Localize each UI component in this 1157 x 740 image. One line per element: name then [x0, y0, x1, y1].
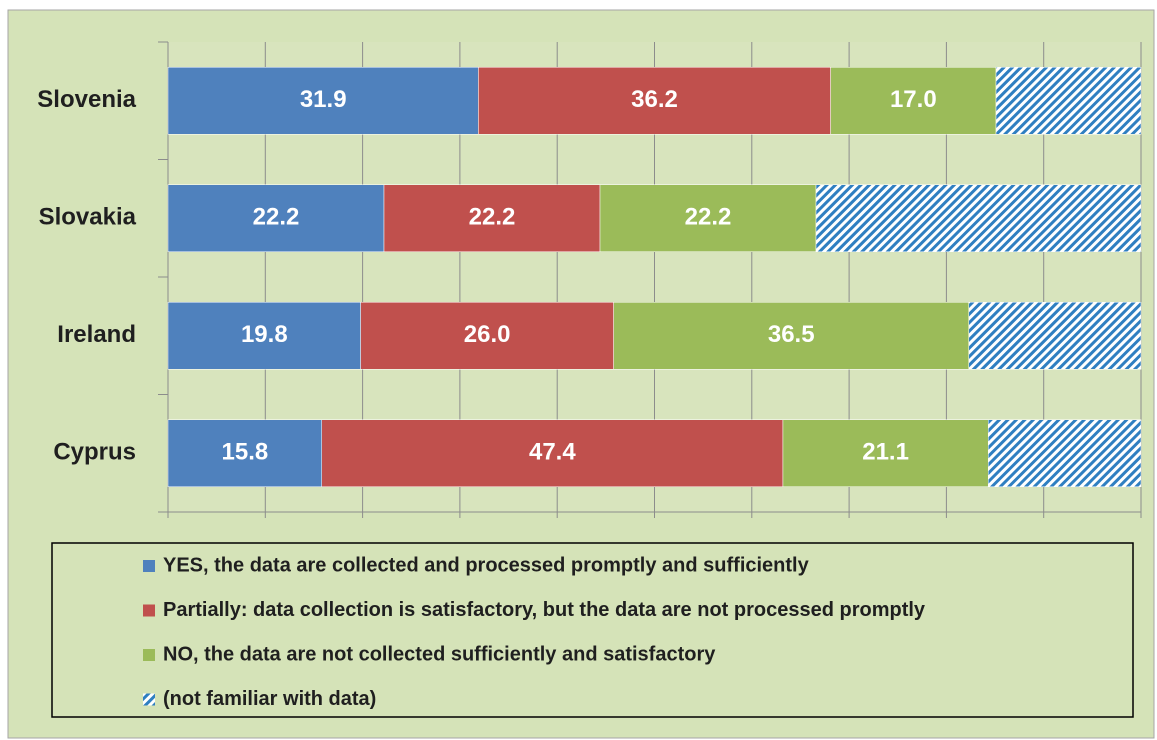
data-label: 17.0	[890, 86, 937, 113]
data-label: 22.2	[685, 204, 732, 231]
data-label: 31.9	[300, 86, 347, 113]
y-tick-label: Slovakia	[39, 204, 137, 231]
legend-label: NO, the data are not collected sufficien…	[163, 643, 716, 665]
bar-segment	[360, 302, 614, 370]
bar-segment	[478, 67, 831, 135]
bar-segment	[599, 184, 817, 252]
data-label: 47.4	[529, 439, 576, 466]
legend-swatch	[143, 604, 155, 617]
data-label: 21.1	[862, 439, 909, 466]
bar-segment	[968, 302, 1142, 370]
y-tick-label: Ireland	[57, 321, 136, 348]
bar-segment	[995, 67, 1142, 135]
bar-segment	[167, 67, 479, 135]
data-label: 22.2	[469, 204, 516, 231]
legend-label: Partially: data collection is satisfacto…	[163, 599, 926, 621]
legend-label: YES, the data are collected and processe…	[163, 554, 810, 576]
y-tick-label: Cyprus	[53, 439, 136, 466]
bar-segment	[167, 419, 322, 487]
bar-segment	[383, 184, 601, 252]
y-tick-label: Slovenia	[37, 86, 136, 113]
bar-segment	[815, 184, 1142, 252]
bar-segment	[613, 302, 970, 370]
data-label: 22.2	[253, 204, 300, 231]
data-label: 15.8	[222, 439, 269, 466]
bar-segment	[830, 67, 997, 135]
data-label: 26.0	[464, 321, 511, 348]
legend-swatch	[143, 649, 155, 661]
legend-label: (not familiar with data)	[163, 688, 376, 710]
legend-swatch	[143, 560, 155, 572]
data-label: 36.2	[631, 86, 678, 113]
bar-segment	[167, 302, 361, 370]
legend-box	[51, 542, 1134, 718]
legend-swatch	[143, 693, 155, 706]
data-label: 19.8	[241, 321, 288, 348]
bar-segment	[321, 419, 784, 487]
bar-segment	[987, 419, 1142, 487]
data-label: 36.5	[768, 321, 815, 348]
